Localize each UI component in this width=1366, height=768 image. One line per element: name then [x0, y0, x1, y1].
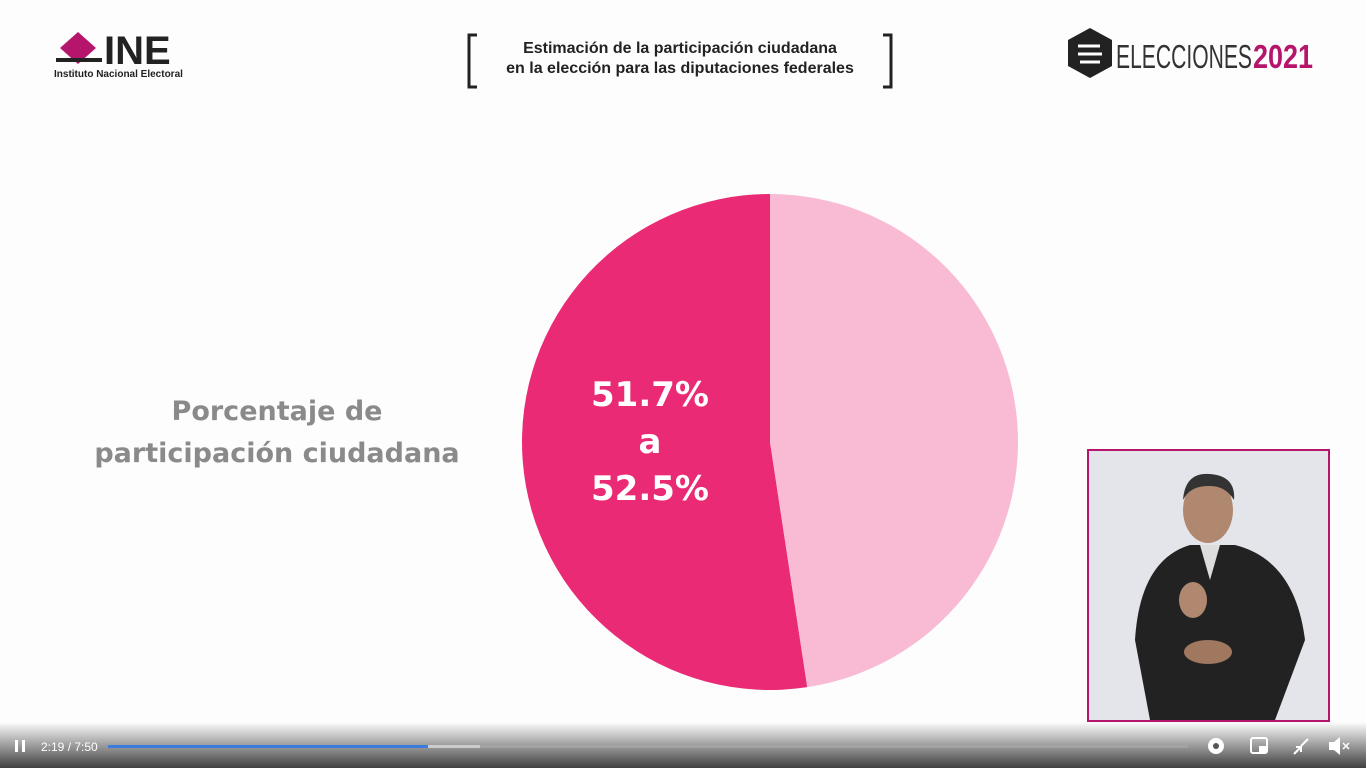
progress-track[interactable]: [108, 745, 1188, 748]
header-title: Estimación de la participación ciudadana: [523, 40, 837, 57]
interpreter: [1179, 582, 1207, 618]
bracket: [467, 33, 477, 89]
slice-label: 52.5%: [591, 469, 709, 509]
interpreter: [1183, 473, 1235, 500]
interpreter: [1200, 545, 1220, 580]
pie-chart: 51.7% a 52.5% Porcentaje de participación ci…: [94, 194, 1018, 691]
header-title: en la elección para las diputaciones fed…: [506, 60, 854, 77]
volume-button[interactable]: [1329, 737, 1350, 755]
brand-icon: [1078, 44, 1102, 64]
slice-label: a: [639, 422, 662, 462]
slice-label: 51.7%: [591, 375, 709, 415]
pie-slice: [770, 194, 1018, 688]
logo-text: INE: [104, 29, 171, 73]
interpreter: [1183, 477, 1233, 543]
brand-year: 2021: [1253, 38, 1313, 75]
progress-played: [108, 745, 428, 748]
pie-slice: [521, 194, 808, 691]
logo-mark: [60, 32, 96, 64]
interpreter: [1184, 640, 1232, 664]
bracket: [883, 33, 893, 89]
annotation: participación ciudadana: [94, 438, 459, 469]
time-display: 2:19 / 7:50: [41, 740, 98, 754]
brand: ELECCIONES: [1116, 38, 1252, 75]
minimize-button[interactable]: [1293, 738, 1309, 755]
logo-mark: [56, 58, 102, 62]
interpreter: [1135, 545, 1305, 720]
annotation: Porcentaje de: [172, 396, 383, 427]
pause-button[interactable]: [15, 740, 25, 752]
logo-subtitle: Instituto Nacional Electoral: [54, 69, 183, 80]
pip-button[interactable]: [1250, 737, 1268, 754]
settings-button[interactable]: [1208, 738, 1224, 754]
